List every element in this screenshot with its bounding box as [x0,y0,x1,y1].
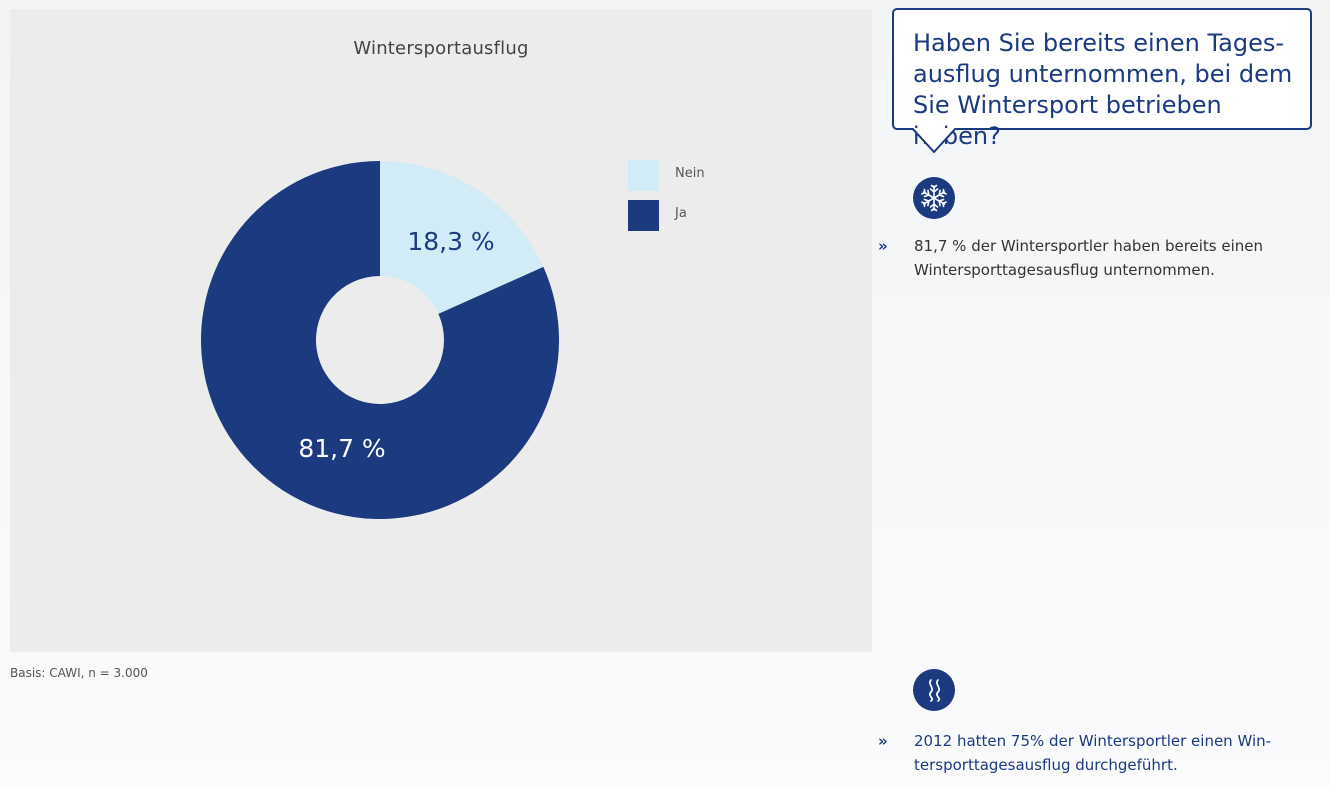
legend-swatch-nein [628,160,659,191]
chart-title: Wintersportausflug [353,38,529,59]
donut-slice-nein [380,161,544,314]
question-line: ausflug unternommen, bei dem [913,60,1293,88]
fact-text-line: tersporttagesausflug durchgeführt. [914,756,1178,774]
question-line: Haben Sie bereits einen Tages- [913,29,1285,57]
donut-slice-ja [200,161,559,519]
waves-icon [913,669,955,711]
data-label-nein: 18,3 % [407,227,494,256]
fact-text-line: Wintersporttagesausflug unternommen. [914,261,1215,279]
question-bubble: Haben Sie bereits einen Tages- ausflug u… [892,8,1312,150]
double-chevron-icon: » [878,732,888,750]
basis-note: Basis: CAWI, n = 3.000 [10,666,148,680]
bubble-tail [912,128,956,153]
fact-text-line: 2012 hatten 75% der Wintersportler einen… [914,732,1272,750]
snowflake-icon [913,177,955,219]
donut-chart: 18,3 % 81,7 % [200,161,559,519]
question-line: Sie Wintersport betrieben haben? [913,91,1222,150]
double-chevron-icon: » [878,237,888,255]
fact-2: » 2012 hatten 75% der Wintersportler ein… [878,729,1318,777]
legend-label-nein: Nein [675,166,705,181]
fact-text-line: 81,7 % der Wintersportler haben bereits … [914,237,1264,255]
legend-label-ja: Ja [675,206,687,221]
legend-swatch-ja [628,200,659,231]
chart-panel: Wintersportausflug 18,3 % 81,7 % Nein Ja [10,9,872,652]
fact-1: » 81,7 % der Wintersportler haben bereit… [878,234,1318,282]
data-label-ja: 81,7 % [298,434,385,463]
